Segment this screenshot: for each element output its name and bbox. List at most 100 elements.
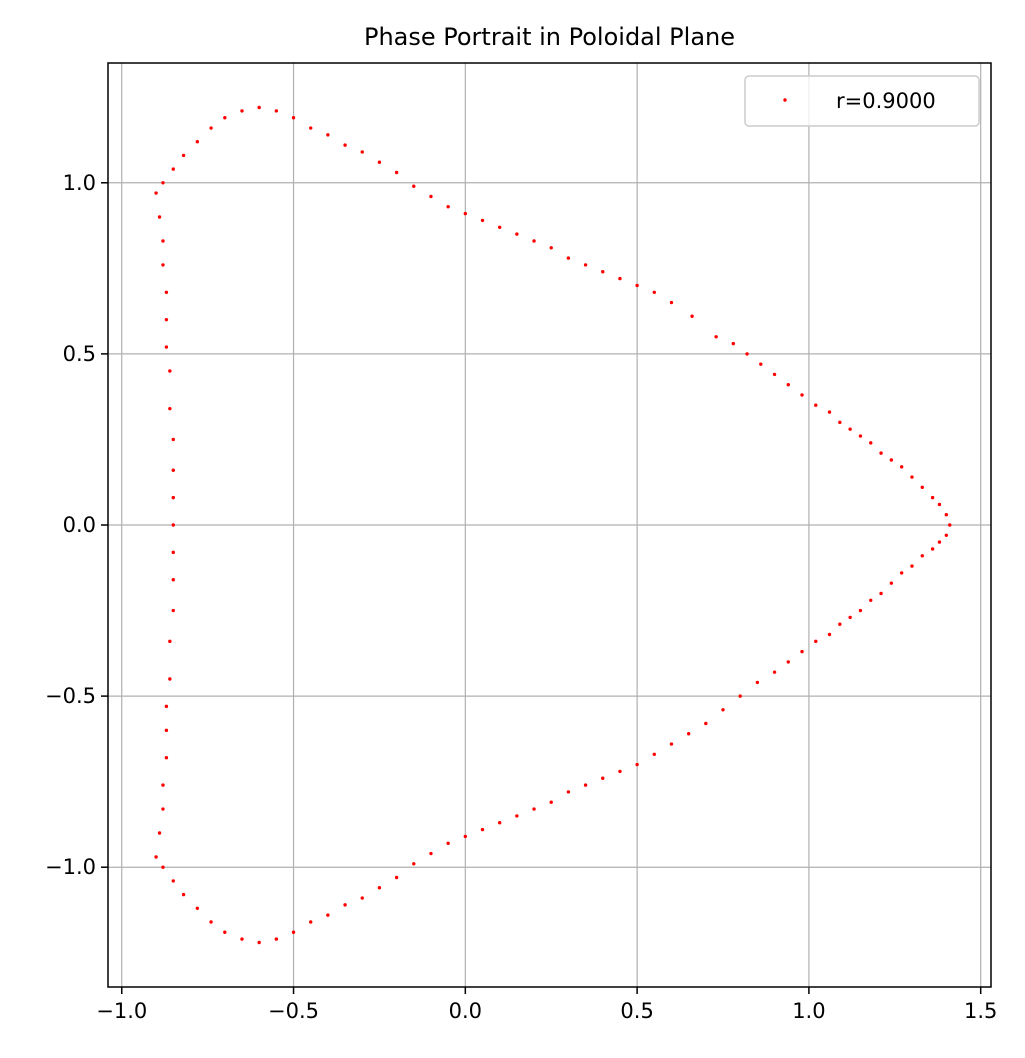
data-point [240,937,244,941]
data-point [601,270,605,274]
data-point [446,841,450,845]
data-point [240,109,244,113]
data-point [326,133,330,137]
data-point [814,639,818,644]
x-axis-ticks: −1.0 −0.5 0.0 0.5 1.0 1.5 [96,987,997,1023]
data-point [360,896,364,900]
data-point [164,290,169,294]
data-point [786,660,790,664]
data-point [168,406,172,411]
data-point [944,513,949,517]
data-point [814,403,818,407]
data-point [274,109,279,113]
data-point [181,892,186,897]
data-point [257,940,261,945]
y-tick-label: −0.5 [45,684,96,708]
data-point [161,807,165,811]
data-point [360,150,364,154]
data-point [412,862,416,866]
data-point [635,762,639,767]
data-point [549,246,553,250]
data-point [394,875,399,880]
legend-marker [783,98,787,102]
data-point [326,913,330,917]
data-point [157,831,162,835]
data-point [532,239,536,243]
data-point [745,352,749,356]
data-point [497,821,502,825]
data-point [463,211,468,216]
data-point [889,458,894,462]
data-point [291,930,296,934]
data-point [910,475,914,479]
data-point [480,827,485,832]
data-point [161,783,165,787]
data-point [171,523,175,527]
data-point [704,721,708,726]
data-point [930,547,935,551]
data-point [669,300,674,305]
data-point [738,694,742,698]
data-point [566,790,571,794]
data-point [690,314,694,318]
data-point [721,708,725,712]
data-point [154,855,158,859]
data-point [164,704,169,709]
data-point [515,232,519,236]
data-point [618,769,622,774]
data-point [869,441,873,445]
data-point [181,153,186,158]
data-point [161,865,165,869]
data-point [515,814,519,818]
legend-frame [744,75,980,127]
data-point [635,283,639,288]
data-point [168,677,172,681]
x-tick-label: −0.5 [268,999,319,1023]
x-tick-label: 1.0 [792,999,825,1023]
data-point [899,465,904,469]
data-point [195,140,200,144]
data-point [869,598,873,602]
data-point [827,410,832,414]
data-point [446,205,450,209]
x-tick-label: −1.0 [96,999,147,1023]
data-point [800,649,804,654]
legend: r=0.9000 [744,75,980,127]
data-point [154,191,158,195]
data-point [171,167,175,171]
data-point [209,920,213,924]
data-point [377,160,382,164]
data-point [772,670,777,674]
data-point [274,937,279,941]
data-point [532,807,536,811]
grid-lines [108,63,991,987]
data-point [195,906,200,910]
data-point [377,886,382,890]
x-tick-label: 0.5 [620,999,653,1023]
data-point [171,437,175,442]
data-point [168,369,172,373]
data-point [889,581,894,585]
data-point [800,393,804,397]
data-point [848,615,852,620]
y-tick-label: 1.0 [63,171,96,195]
data-point [755,680,760,685]
data-point [948,523,952,527]
data-point [937,502,942,507]
data-point [309,126,313,130]
data-point [686,732,691,736]
data-point [309,920,313,924]
data-point [944,533,949,537]
data-point [583,263,588,267]
data-point [429,851,433,856]
data-point [714,335,718,339]
data-point [161,181,165,185]
data-point [838,420,842,425]
data-point [601,776,605,780]
data-point [858,434,863,438]
data-point [157,215,162,219]
data-point [910,564,914,568]
data-point [223,116,227,120]
